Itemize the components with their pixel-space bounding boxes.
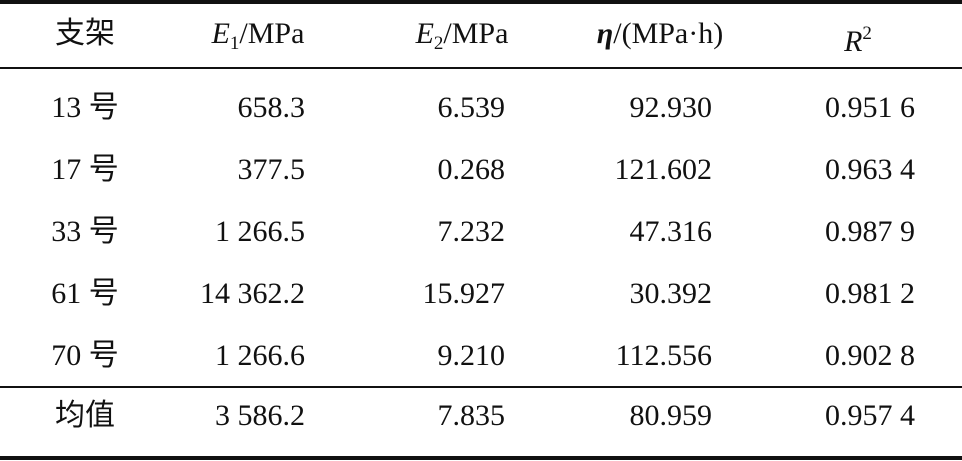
body-cell: 30.392 xyxy=(629,277,713,310)
summary-cell: 0.957 4 xyxy=(825,399,915,432)
body-cell: 1 266.5 xyxy=(215,215,305,248)
header-cell: E2/MPa xyxy=(416,14,509,54)
header-text: /MPa xyxy=(239,17,305,50)
header-text: E xyxy=(211,17,230,50)
header-text: 1 xyxy=(229,33,240,54)
body-cell: 0.268 xyxy=(437,153,506,186)
header-text: R xyxy=(844,25,863,58)
body-cell: 0.981 2 xyxy=(825,277,915,310)
body-cell: 112.556 xyxy=(615,339,712,372)
header-text: 支架 xyxy=(55,17,115,50)
header-cell: η/(MPa·h) xyxy=(597,14,723,54)
body-cell: 121.602 xyxy=(614,153,713,186)
body-cell: 0.963 4 xyxy=(825,153,915,186)
header-text: 2 xyxy=(433,33,444,54)
body-cell: 0.951 6 xyxy=(825,91,915,124)
body-cell: 0.902 8 xyxy=(825,339,915,372)
top-rule xyxy=(0,0,962,4)
header-cell: R2 xyxy=(844,14,872,58)
body-cell: 0.987 9 xyxy=(825,215,915,248)
body-cell: 92.930 xyxy=(629,91,713,124)
body-cell: 47.316 xyxy=(629,215,713,248)
body-cell: 17 号 xyxy=(51,153,119,186)
summary-rule xyxy=(0,386,962,388)
body-cell: 15.927 xyxy=(422,277,506,310)
body-cell: 9.210 xyxy=(437,339,506,372)
header-text: η xyxy=(596,17,614,50)
body-cell: 14 362.2 xyxy=(200,277,305,310)
header-rule xyxy=(0,67,962,69)
bottom-rule xyxy=(0,456,962,460)
body-cell: 377.5 xyxy=(237,153,306,186)
summary-cell: 3 586.2 xyxy=(215,399,305,432)
body-cell: 1 266.6 xyxy=(215,339,305,372)
body-cell: 658.3 xyxy=(237,91,306,124)
header-text: E xyxy=(415,17,434,50)
summary-cell: 7.835 xyxy=(437,399,506,432)
body-cell: 61 号 xyxy=(51,277,119,310)
body-cell: 33 号 xyxy=(51,215,119,248)
body-cell: 70 号 xyxy=(51,339,119,372)
header-cell: E1/MPa xyxy=(212,14,305,54)
body-cell: 13 号 xyxy=(51,91,119,124)
body-cell: 7.232 xyxy=(437,215,506,248)
header-text: /(MPa·h) xyxy=(613,17,724,50)
header-text: /MPa xyxy=(443,17,509,50)
summary-cell: 80.959 xyxy=(629,399,713,432)
summary-cell: 均值 xyxy=(55,399,115,432)
header-text: 2 xyxy=(862,23,872,44)
header-cell: 支架 xyxy=(55,14,115,54)
body-cell: 6.539 xyxy=(437,91,506,124)
